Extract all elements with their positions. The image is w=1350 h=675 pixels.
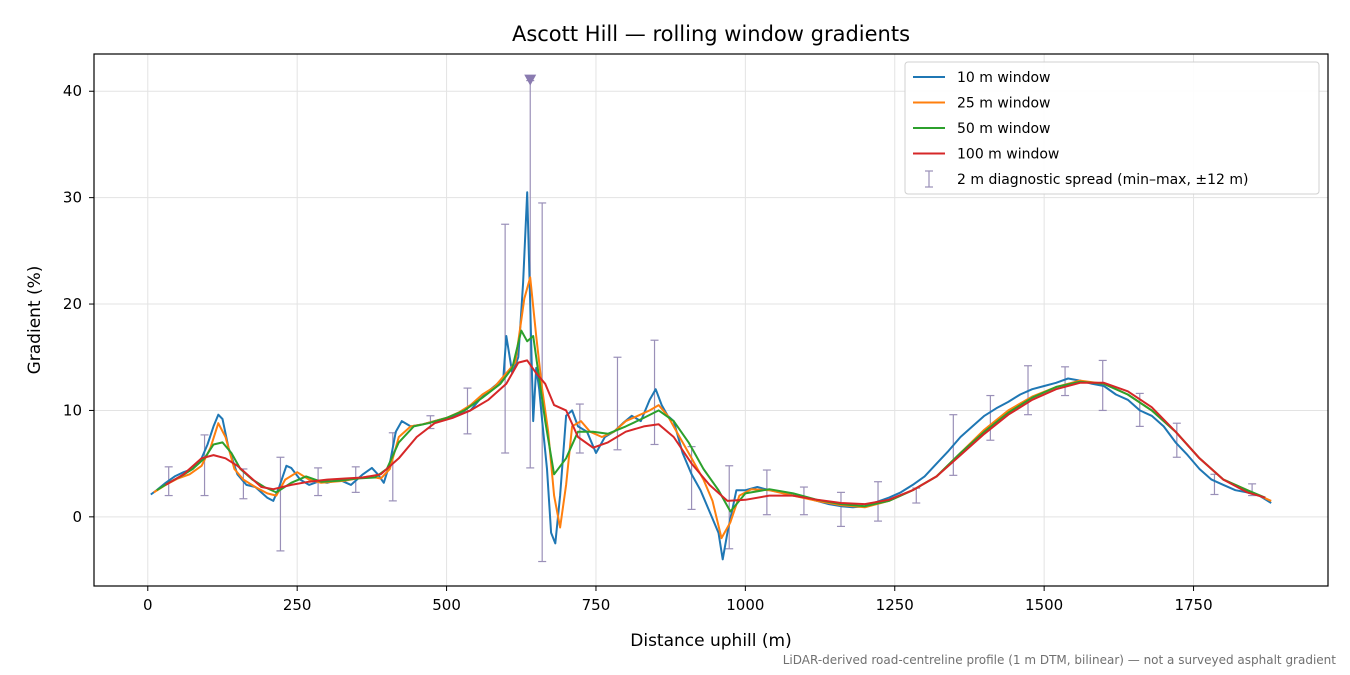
plot-frame xyxy=(93,53,1329,587)
series-line xyxy=(165,359,1266,506)
x-tick-label: 1250 xyxy=(876,596,914,614)
legend: 10 m window 25 m window 50 m window 100 m w… xyxy=(904,61,1320,195)
chart-title: Ascott Hill — rolling window gradients xyxy=(512,22,910,46)
y-axis: 0 10 20 30 40 xyxy=(63,82,94,526)
x-tick-label: 250 xyxy=(283,596,312,614)
x-tick-label: 750 xyxy=(582,596,611,614)
legend-label: 2 m diagnostic spread (min–max, ±12 m) xyxy=(957,172,1248,188)
x-axis: 0 250 500 750 1000 1250 1500 1750 xyxy=(143,586,1213,614)
legend-label: 100 m window xyxy=(957,147,1059,163)
y-tick-label: 40 xyxy=(63,82,82,100)
x-tick-label: 1750 xyxy=(1174,596,1212,614)
y-tick-label: 10 xyxy=(63,401,82,419)
series-line xyxy=(153,276,1272,540)
legend-label: 25 m window xyxy=(957,96,1050,112)
x-tick-label: 1500 xyxy=(1025,596,1063,614)
legend-label: 50 m window xyxy=(957,121,1050,137)
legend-box xyxy=(904,61,1320,195)
legend-label: 10 m window xyxy=(957,70,1050,86)
x-tick-label: 0 xyxy=(143,596,153,614)
x-tick-label: 500 xyxy=(432,596,461,614)
y-axis-label: Gradient (%) xyxy=(25,266,45,375)
plot-area xyxy=(150,74,1272,563)
series-line xyxy=(156,329,1266,513)
x-axis-label: Distance uphill (m) xyxy=(630,631,791,651)
y-tick-label: 30 xyxy=(63,189,82,207)
capped-marker xyxy=(524,74,537,86)
y-tick-label: 20 xyxy=(63,295,82,313)
x-tick-label: 1000 xyxy=(726,596,764,614)
y-tick-label: 0 xyxy=(72,508,82,526)
footnote: LiDAR-derived road-centreline profile (1… xyxy=(783,653,1337,667)
